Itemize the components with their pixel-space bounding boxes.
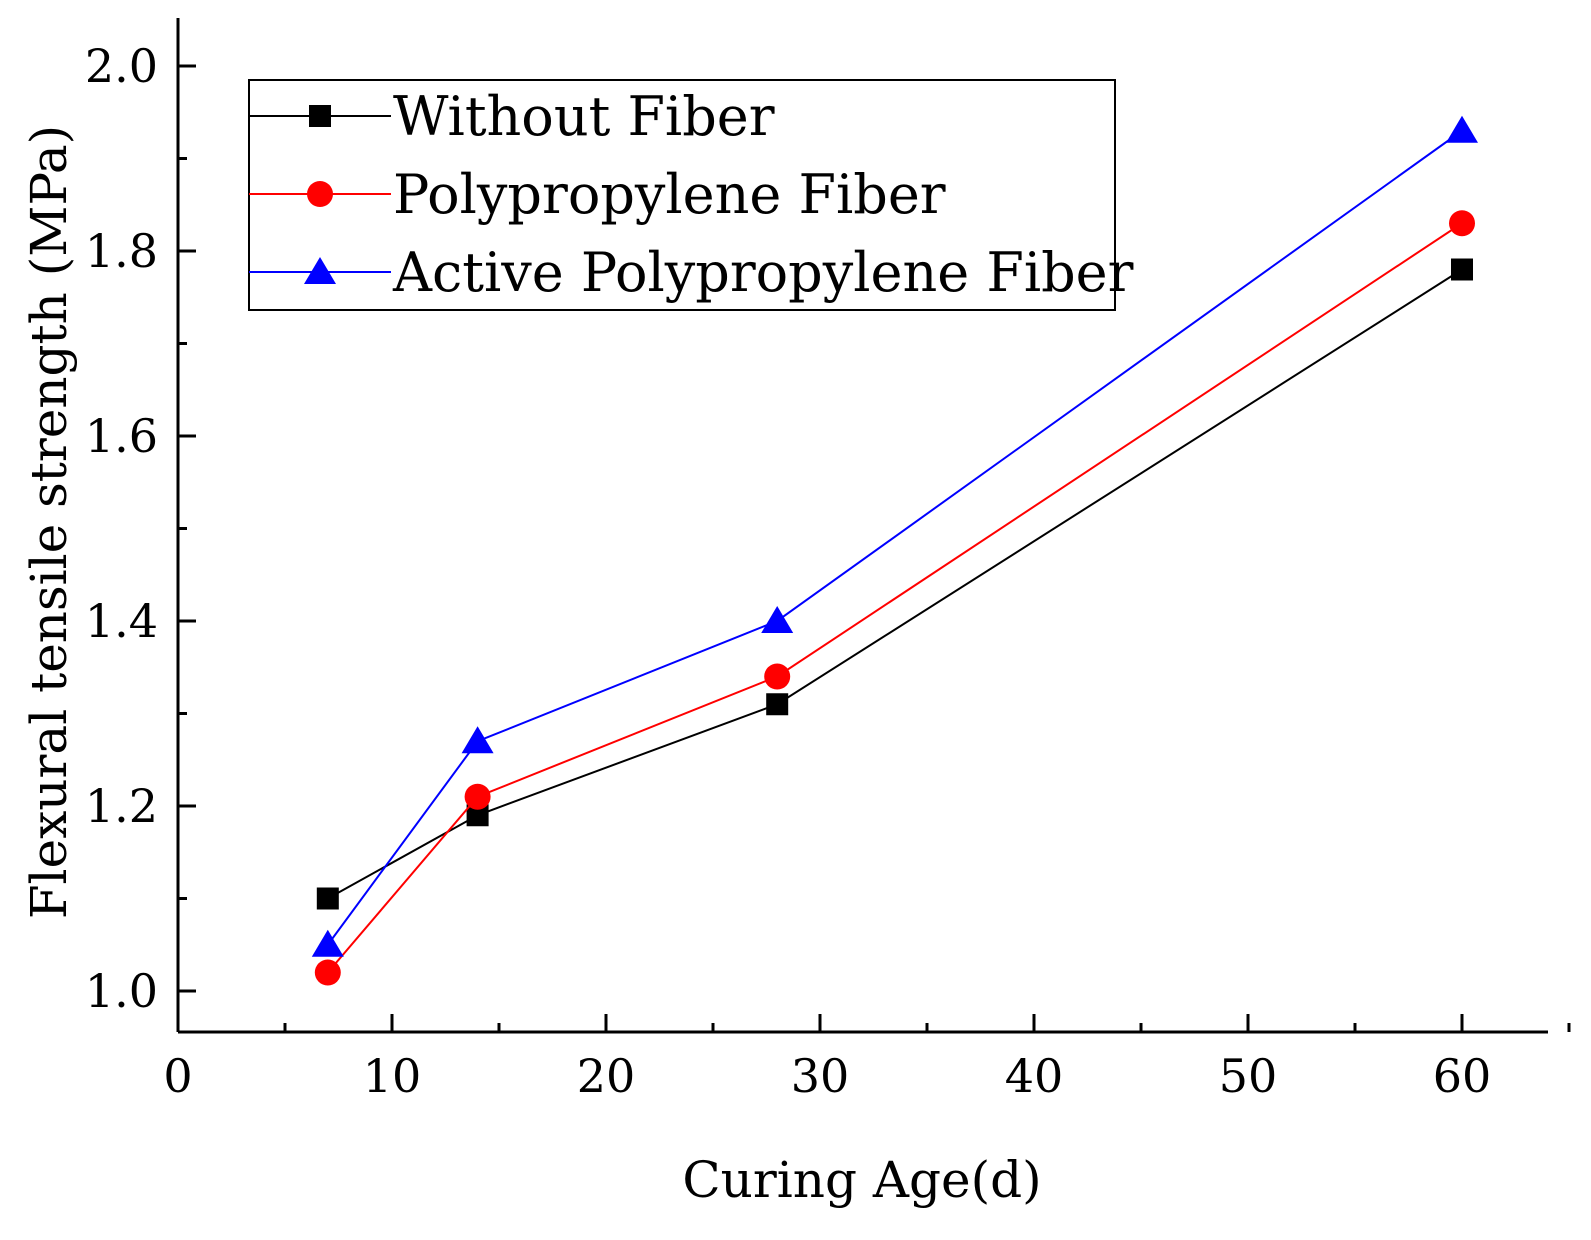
data-point (314, 959, 341, 986)
series-line (327, 222, 1463, 974)
data-point (311, 929, 344, 957)
legend-item: Active Polypropylene Fiber (249, 241, 1134, 304)
legend-marker (309, 105, 331, 127)
y-tick-label: 1.0 (85, 964, 158, 1018)
x-tick-label: 10 (363, 1049, 422, 1103)
data-point (316, 887, 339, 910)
data-point (766, 693, 789, 716)
legend: Without Fiber Polypropylene Fiber Active P… (248, 79, 1134, 311)
data-point (461, 726, 494, 754)
data-point (761, 606, 794, 633)
y-tick-label: 1.8 (85, 224, 158, 278)
legend-marker (307, 181, 333, 207)
legend-label: Polypropylene Fiber (393, 163, 946, 226)
y-tick-label: 1.6 (85, 409, 158, 463)
x-tick-label: 50 (1219, 1049, 1278, 1103)
legend-label: Active Polypropylene Fiber (392, 241, 1134, 304)
x-tick-label: 20 (577, 1049, 636, 1103)
legend-label: Without Fiber (393, 85, 775, 148)
data-point (1449, 210, 1475, 237)
legend-item: Polypropylene Fiber (249, 163, 946, 226)
x-tick-label: 30 (791, 1049, 850, 1103)
y-tick-label: 1.2 (85, 779, 158, 833)
y-tick-label: 2.0 (85, 39, 158, 93)
x-axis-title: Curing Age(d) (682, 1151, 1041, 1209)
series-line (327, 268, 1463, 900)
series-2 (311, 115, 1478, 957)
data-point (464, 783, 491, 810)
axes: 0 10 20 30 40 50 60 1.0 1.2 1.4 1.6 1.8 2.0 (85, 18, 1571, 1103)
data-point (466, 804, 489, 827)
data-point (764, 663, 791, 690)
x-tick-label: 0 (163, 1049, 192, 1103)
data-point (1446, 115, 1478, 143)
x-tick-label: 60 (1433, 1049, 1492, 1103)
y-axis-title: Flexural tensile strength (MPa) (20, 125, 78, 919)
series-line (326, 129, 1463, 946)
series-0 (316, 258, 1473, 910)
legend-box (248, 79, 1116, 311)
legend-marker (304, 257, 336, 284)
data-point (1451, 258, 1473, 281)
y-tick-label: 1.4 (85, 594, 158, 648)
series-1 (314, 210, 1475, 986)
series-layer (311, 115, 1478, 986)
x-tick-label: 40 (1005, 1049, 1064, 1103)
legend-item: Without Fiber (249, 85, 775, 148)
